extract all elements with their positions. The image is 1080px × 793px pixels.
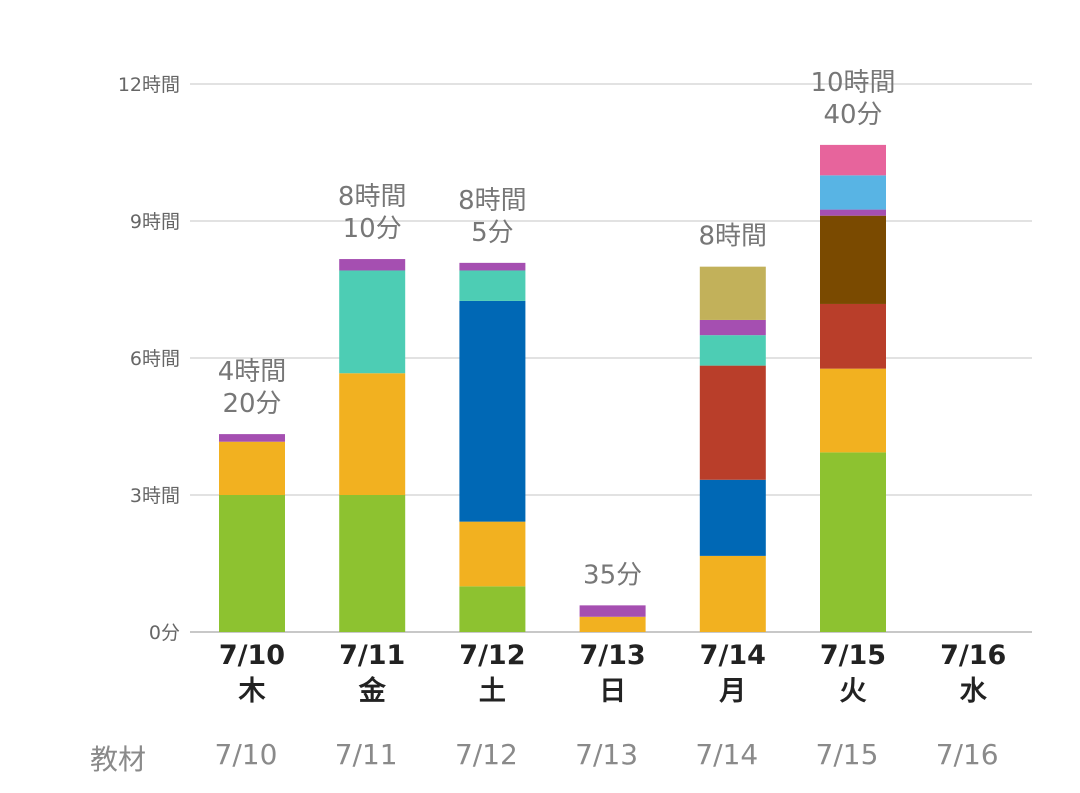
grid-lines [190,83,1032,633]
x-label-weekday: 水 [960,676,988,707]
bar-segment-7-15-s9 [820,144,886,176]
material-row: 教材 7/10 7/11 7/12 7/13 7/14 7/15 7/16 [0,738,1080,788]
x-label-date: 7/10 [219,640,285,671]
material-row-cell: 7/12 [454,738,518,771]
y-tick-label: 3時間 [130,485,180,507]
bar-segment-7-10-s0 [219,495,285,632]
bar-segment-7-12-s0 [459,586,526,632]
bar-segment-7-14-s2 [699,479,766,556]
x-axis-labels: 7/10 木 7/11 金 7/12 土 7/13 日 7/14 月 7/15 火 7/16 水 [219,640,1006,707]
x-label-weekday: 金 [358,675,387,707]
bar-segment-7-13-s6 [579,605,646,617]
bar-segment-7-11-s1 [339,373,406,495]
y-tick-label: 9時間 [130,211,180,233]
bar-total-label: 4時間 [218,357,287,387]
material-row-cell: 7/15 [815,738,879,771]
material-row-cell: 7/13 [575,738,639,771]
y-axis-ticks: 0分 3時間 6時間 9時間 12時間 [118,74,180,644]
bar-segment-7-11-s0 [339,495,406,632]
bar-segment-7-12-s2 [459,300,526,522]
bar-total-label: 8時間 [458,186,527,216]
bar-segment-7-14-s1 [699,555,766,632]
material-row-label: 教材 [90,743,147,776]
bar-segment-7-13-s1 [579,616,646,632]
bar-total-label: 8時間 [699,222,768,252]
material-row-cell: 7/11 [334,738,398,771]
bar-segment-7-15-s1 [820,368,886,453]
bar-segment-7-11-s6 [339,259,406,271]
material-row-cell: 7/10 [214,738,278,771]
x-label-date: 7/12 [459,640,525,671]
bar-segment-7-12-s6 [459,262,526,271]
x-label-weekday: 月 [718,676,746,707]
y-tick-label: 0分 [149,622,180,644]
bar-segment-7-10-s6 [219,434,285,442]
bar-total-label: 5分 [471,218,514,248]
x-label-weekday: 火 [840,676,867,707]
bar-segment-7-12-s5 [459,270,526,301]
x-label-date: 7/13 [579,640,645,671]
material-row-cell: 7/14 [695,738,759,771]
bar-segment-7-15-s6 [820,209,886,216]
bar-segment-7-15-s4 [820,215,886,304]
bar-total-label: 8時間 [338,182,407,212]
bar-segment-7-14-s7 [699,266,766,320]
bar-segment-7-12-s1 [459,521,526,587]
bar-total-label: 40分 [823,100,882,130]
y-tick-label: 6時間 [130,348,180,370]
y-tick-label: 12時間 [118,74,180,96]
bar-total-label: 20分 [222,389,281,419]
x-label-date: 7/11 [339,640,405,671]
bar-total-label: 35分 [583,560,642,590]
bar-segment-7-11-s5 [339,270,406,374]
x-label-weekday: 木 [238,676,266,707]
x-label-date: 7/16 [940,640,1006,671]
bar-segment-7-15-s8 [820,175,886,210]
bar-segment-7-14-s5 [699,335,766,366]
x-label-date: 7/15 [820,640,886,671]
bar-total-label: 10時間 [810,68,895,98]
x-label-date: 7/14 [700,640,766,671]
bar-segment-7-14-s6 [699,319,766,336]
bars [219,144,886,632]
material-row-cell: 7/16 [935,738,999,771]
x-label-weekday: 日 [599,676,626,707]
bar-segment-7-14-s3 [699,365,766,480]
bar-total-label: 10分 [343,214,402,244]
bar-segment-7-15-s0 [820,452,886,632]
bar-segment-7-10-s1 [219,441,285,495]
bar-segment-7-15-s3 [820,303,886,369]
x-label-weekday: 土 [479,676,506,707]
